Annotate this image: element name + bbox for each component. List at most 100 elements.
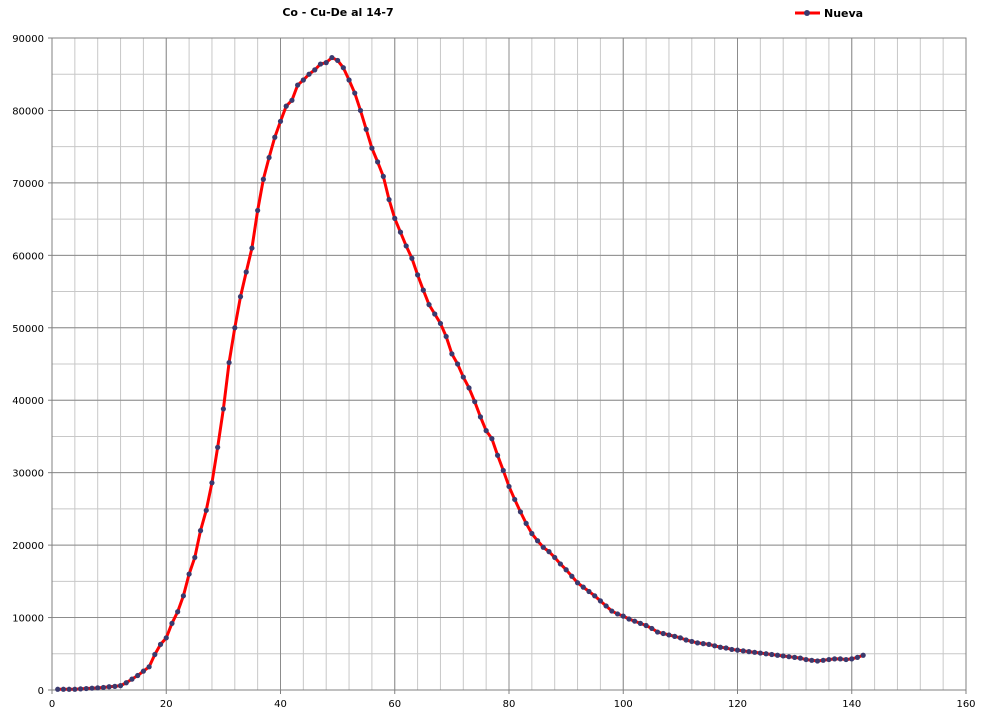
- data-point: [380, 173, 386, 179]
- data-point: [489, 436, 495, 442]
- legend-marker: [804, 10, 810, 16]
- data-point: [117, 683, 124, 689]
- data-point: [786, 654, 792, 660]
- data-point: [232, 325, 238, 331]
- data-point: [340, 65, 346, 71]
- data-point: [552, 554, 558, 561]
- data-point: [494, 452, 501, 458]
- data-point: [329, 54, 335, 61]
- data-point: [437, 320, 444, 327]
- data-point: [197, 528, 204, 534]
- legend-label: Nueva: [824, 7, 863, 20]
- data-point: [614, 611, 621, 617]
- data-point: [306, 71, 312, 77]
- data-point: [803, 656, 809, 663]
- data-point: [454, 361, 461, 367]
- x-tick-label: 120: [728, 699, 747, 710]
- data-point: [209, 480, 215, 486]
- data-point: [826, 656, 832, 663]
- x-tick-label: 40: [274, 699, 287, 710]
- data-point: [420, 287, 426, 293]
- data-point: [483, 428, 489, 434]
- x-tick-label: 100: [614, 699, 633, 710]
- data-point: [123, 680, 129, 686]
- data-point: [375, 159, 381, 165]
- data-point: [672, 633, 678, 639]
- data-point: [449, 351, 455, 357]
- data-point: [666, 632, 672, 638]
- data-point: [289, 97, 295, 103]
- y-tick-label: 10000: [12, 614, 44, 625]
- y-tick-label: 40000: [12, 396, 44, 407]
- data-point: [837, 656, 843, 662]
- data-point: [734, 647, 741, 653]
- legend: Nueva: [795, 7, 863, 20]
- data-point: [637, 620, 643, 626]
- data-point: [580, 584, 586, 590]
- data-point: [689, 638, 695, 645]
- data-point: [152, 651, 158, 658]
- data-point: [243, 269, 249, 275]
- data-point: [706, 641, 712, 647]
- data-point: [677, 635, 683, 641]
- data-point: [220, 406, 226, 412]
- data-point: [323, 60, 329, 66]
- data-point: [586, 588, 592, 595]
- x-tick-label: 160: [956, 699, 975, 710]
- data-point: [723, 645, 729, 651]
- data-point: [849, 656, 855, 662]
- data-point: [129, 676, 135, 682]
- data-point: [500, 467, 506, 474]
- data-point: [100, 684, 107, 691]
- data-point: [192, 554, 198, 561]
- data-point: [186, 571, 192, 577]
- data-point: [106, 684, 112, 690]
- data-point: [249, 245, 255, 251]
- data-point: [415, 272, 421, 278]
- data-point: [632, 618, 638, 624]
- data-point: [266, 154, 272, 161]
- data-point: [757, 650, 763, 656]
- data-point: [649, 625, 655, 632]
- data-point: [792, 654, 798, 661]
- data-point: [523, 520, 529, 526]
- data-point: [403, 243, 409, 249]
- data-point: [163, 635, 169, 641]
- data-point: [746, 649, 752, 655]
- data-point: [752, 649, 758, 655]
- data-point: [260, 176, 266, 182]
- data-point: [432, 311, 438, 317]
- data-point: [95, 685, 101, 691]
- data-point: [215, 444, 221, 450]
- y-tick-label: 30000: [12, 469, 44, 480]
- data-point: [460, 374, 466, 380]
- data-point: [72, 686, 78, 692]
- data-point: [763, 651, 769, 657]
- data-point: [89, 685, 95, 691]
- data-point: [472, 399, 478, 405]
- data-point: [809, 657, 815, 663]
- data-point: [643, 622, 649, 629]
- data-point: [146, 664, 152, 670]
- data-point: [397, 229, 404, 235]
- data-point: [717, 644, 723, 650]
- data-point: [83, 685, 89, 692]
- data-point: [517, 509, 524, 515]
- data-point: [392, 215, 398, 221]
- y-tick-label: 60000: [12, 251, 44, 262]
- data-point: [180, 593, 186, 599]
- data-point: [466, 385, 472, 391]
- data-point: [569, 573, 575, 579]
- data-point: [534, 538, 541, 544]
- data-point: [574, 580, 581, 586]
- data-point: [112, 683, 118, 689]
- data-point: [506, 483, 512, 490]
- data-point: [157, 641, 164, 647]
- data-point: [335, 57, 341, 64]
- data-point: [55, 686, 61, 692]
- data-point: [546, 549, 552, 555]
- data-point: [654, 629, 661, 635]
- y-axis-ticks: 0 10000 20000 30000 40000 50000 60000 70000 8000…: [12, 34, 52, 697]
- data-point: [477, 414, 484, 420]
